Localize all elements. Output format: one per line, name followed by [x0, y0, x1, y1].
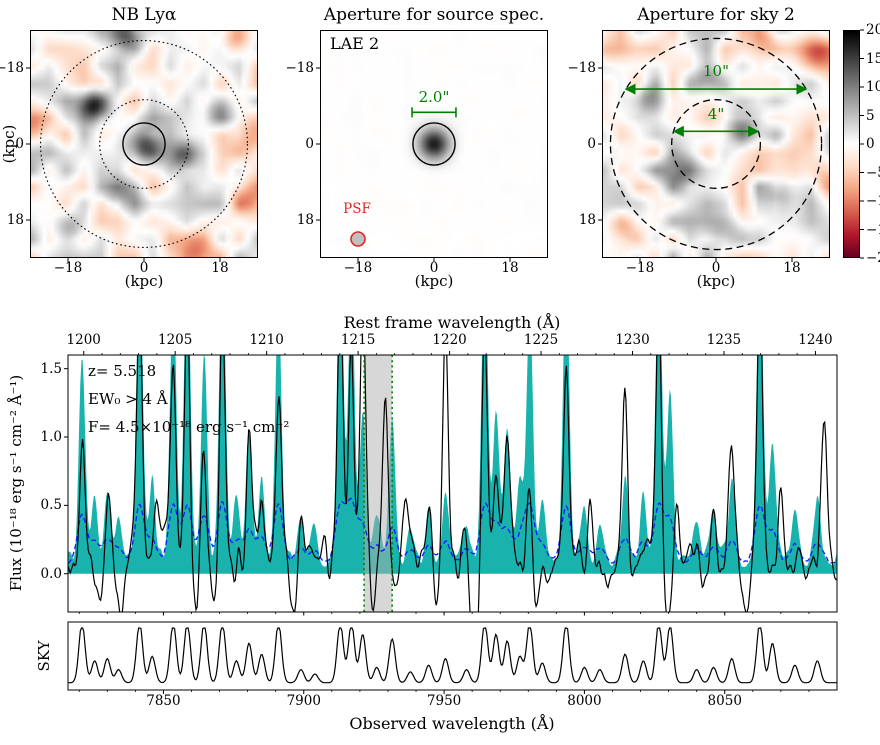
source-y-tick-label: 0	[305, 136, 314, 152]
sky-dashed-outer-circle	[609, 37, 823, 251]
nb-solid-aperture-circle	[122, 122, 166, 166]
nb-y-tick-label: 0	[15, 136, 24, 152]
nb-y-tick-label: 18	[6, 212, 24, 228]
colorbar-tick-label: −5	[866, 164, 880, 181]
sky-x-axis-label: (kpc)	[696, 272, 736, 290]
redshift-annotation: z= 5.518	[88, 362, 157, 380]
colorbar-tick-label: 10	[866, 79, 880, 95]
nb-dotted-outer-circle	[40, 40, 248, 248]
observed-wavelength-axis-label: Observed wavelength (Å)	[349, 714, 555, 733]
sky-y-tick-label: 0	[587, 136, 596, 152]
sky-x-tick-label: −18	[625, 260, 655, 276]
panel-title-source-aperture: Aperture for source spec.	[323, 5, 545, 25]
flux-tick-label: 1.0	[40, 429, 62, 446]
psf-circle	[350, 231, 366, 247]
source-x-tick-label: 0	[429, 260, 439, 276]
rest-tick-label: 1225	[523, 332, 559, 348]
sky-y-tick-label: 18	[578, 212, 596, 228]
colorbar-tick-label: −15	[866, 221, 880, 238]
rest-tick-label: 1200	[66, 332, 101, 348]
nb-dotted-inner-circle	[99, 99, 189, 189]
sky-dashed-inner-circle	[671, 99, 761, 189]
equivalent-width-annotation: EW₀ > 4 Å	[88, 390, 168, 408]
sky-x-tick-label: 18	[783, 260, 801, 276]
rest-tick-label: 1215	[340, 332, 376, 348]
source-aperture-map-image	[320, 30, 548, 258]
obs-tick-label: 7900	[286, 693, 321, 709]
flux-tick-label: 0.0	[40, 565, 62, 582]
object-id-label: LAE 2	[330, 34, 380, 53]
flux-tick-label: 1.5	[40, 360, 62, 377]
sky-y-tick-label: −18	[567, 60, 597, 76]
source-x-tick-label: 18	[501, 260, 519, 276]
colorbar-tick-label: 15	[866, 50, 880, 67]
sky-axes-box	[67, 621, 838, 691]
nb-y-tick-label: −18	[0, 60, 24, 76]
sky-spectrum-fill	[68, 355, 837, 574]
obs-tick-label: 8000	[567, 693, 602, 709]
panel-title-sky-aperture: Aperture for sky 2	[637, 5, 795, 25]
panel-title-nb-lya: NB Lyα	[111, 5, 177, 25]
panel-overlays	[26, 29, 864, 262]
spectrum-plot-content	[68, 355, 837, 612]
rest-tick-label: 1240	[798, 332, 833, 348]
flux-tick-label: 0.5	[40, 497, 62, 514]
colorbar-tick-label: −20	[866, 250, 880, 266]
source-aperture-circle	[412, 122, 456, 166]
psf-label: PSF	[343, 201, 371, 217]
source-axes-box	[320, 30, 548, 258]
nb-x-axis-label: (kpc)	[124, 272, 164, 290]
colorbar-tick-label: −10	[866, 193, 880, 209]
flux-axes-box	[67, 354, 838, 613]
colorbar	[843, 30, 860, 258]
nb-lya-map-image	[30, 30, 258, 258]
nb-x-tick-label: 0	[139, 260, 149, 276]
colorbar-tick-label: 20	[866, 22, 880, 38]
rest-wavelength-axis-label: Rest frame wavelength (Å)	[343, 313, 561, 332]
sky-outer-aperture-label: 10"	[703, 62, 729, 80]
nb-axes-box	[30, 30, 258, 258]
object-spectrum-line	[68, 355, 837, 612]
rest-tick-label: 1210	[249, 332, 284, 348]
rest-tick-label: 1220	[432, 332, 467, 348]
rest-tick-label: 1235	[706, 332, 742, 348]
lya-integration-band	[364, 355, 393, 612]
nb-x-tick-label: −18	[53, 260, 83, 276]
source-aperture-size-label: 2.0"	[418, 88, 450, 106]
sky-axes-box	[602, 30, 830, 258]
line-flux-annotation: F= 4.5×10⁻¹⁸ erg s⁻¹ cm⁻²	[88, 418, 290, 436]
source-x-tick-label: −18	[343, 260, 373, 276]
spectrum-axes	[64, 351, 838, 694]
obs-tick-label: 7850	[146, 693, 181, 709]
noise-spectrum-line	[68, 497, 837, 564]
sky-inner-aperture-label: 4"	[707, 105, 725, 123]
obs-tick-label: 7950	[426, 693, 462, 709]
sky-x-tick-label: 0	[711, 260, 721, 276]
flux-axis-label: Flux (10⁻¹⁸ erg s⁻¹ cm⁻² Å⁻¹)	[7, 374, 25, 592]
sky-aperture-map-image	[602, 30, 830, 258]
obs-tick-label: 8050	[707, 693, 742, 709]
source-x-axis-label: (kpc)	[414, 272, 454, 290]
colorbar-tick-label: 0	[866, 136, 875, 152]
rest-tick-label: 1230	[615, 332, 650, 348]
source-y-tick-label: −18	[285, 60, 315, 76]
source-y-tick-label: 18	[296, 212, 314, 228]
rest-tick-label: 1205	[157, 332, 193, 348]
nb-x-tick-label: 18	[211, 260, 229, 276]
sky-panel-spectrum-line	[68, 627, 837, 684]
colorbar-tick-label: 5	[866, 107, 875, 124]
sky-panel-axis-label: SKY	[35, 640, 53, 672]
